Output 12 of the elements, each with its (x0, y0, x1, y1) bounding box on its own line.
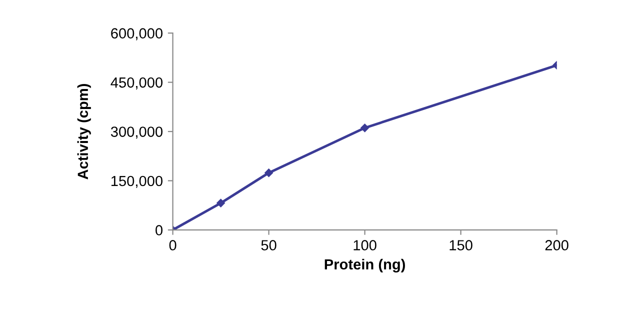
y-tick-label: 0 (156, 225, 163, 236)
y-tick-label: 600,000 (111, 28, 163, 40)
x-tick-label: 0 (169, 240, 176, 250)
y-tick-label: 300,000 (110, 126, 163, 139)
y-tick-label: 150,000 (111, 176, 163, 188)
x-tick-label: 200 (545, 240, 568, 250)
x-tick-label: 100 (354, 240, 376, 250)
x-tick-label: 150 (450, 240, 472, 250)
y-tick-label: 450,000 (110, 77, 163, 90)
y-axis-title: Activity (cpm) (77, 84, 91, 180)
x-tick-label: 50 (261, 240, 276, 250)
x-axis-title: Protein (ng) (324, 258, 405, 272)
